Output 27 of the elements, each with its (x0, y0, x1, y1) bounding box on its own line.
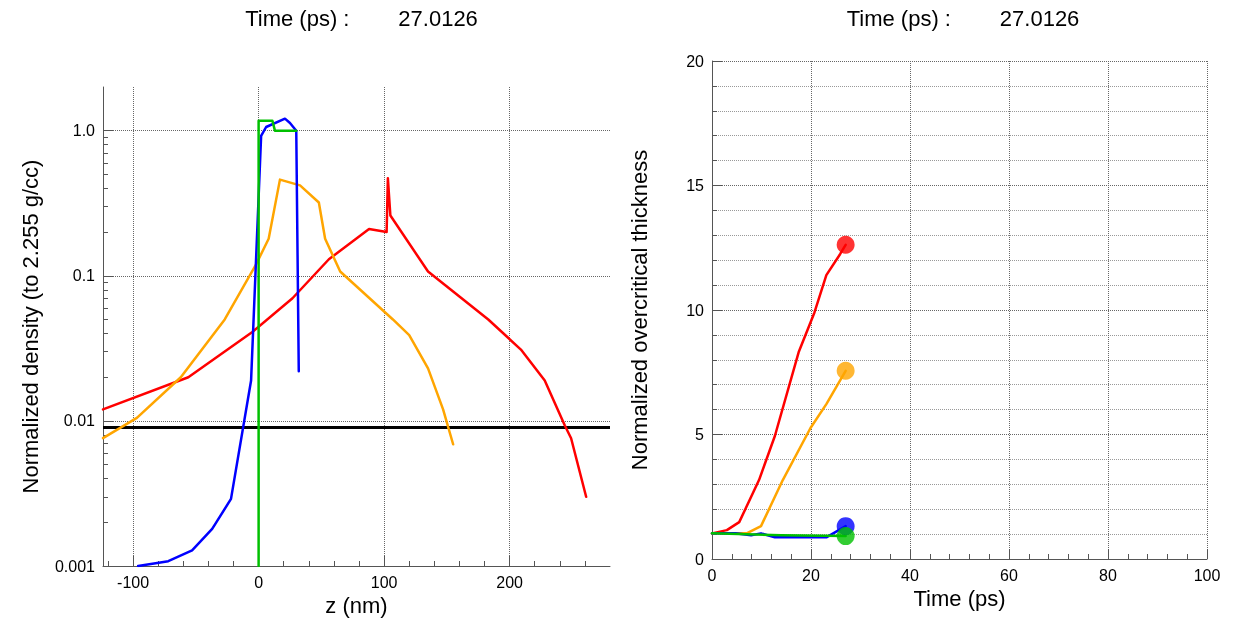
x-axis-title: z (nm) (325, 593, 388, 619)
x-tick-label: 100 (370, 573, 398, 591)
x-tick-label: 200 (496, 573, 524, 591)
x-tick-label: 80 (1099, 566, 1117, 584)
line-series (101, 177, 588, 499)
y-tick-label: 20 (686, 52, 705, 70)
chart-title: Time (ps) : 27.0126 (245, 5, 478, 31)
x-axis-title: Time (ps) (913, 586, 1006, 612)
y-axis-title: Normalized density (to 2.255 g/cc) (17, 159, 43, 494)
y-axis-title: Normalized overcritical thickness (626, 149, 652, 471)
x-tick-label: 60 (1000, 566, 1018, 584)
y-tick-label: 1.0 (72, 122, 96, 140)
x-tick-label: 0 (707, 566, 717, 584)
x-tick-label: -100 (117, 573, 150, 591)
y-tick-label: 10 (686, 301, 705, 319)
chart-title: Time (ps) : 27.0126 (846, 5, 1080, 31)
x-tick-label: 0 (254, 573, 264, 591)
x-tick-label: 40 (901, 566, 919, 584)
x-tick-label: 20 (802, 566, 820, 584)
y-tick-label: 0.1 (72, 267, 96, 285)
y-tick-label: 0.001 (54, 557, 96, 575)
line-series (101, 178, 455, 446)
y-tick-label: 5 (695, 426, 705, 443)
y-tick-label: 0 (695, 550, 705, 568)
x-tick-label: 100 (1193, 566, 1221, 584)
y-tick-label: 15 (686, 177, 705, 194)
y-tick-label: 0.01 (63, 412, 96, 430)
